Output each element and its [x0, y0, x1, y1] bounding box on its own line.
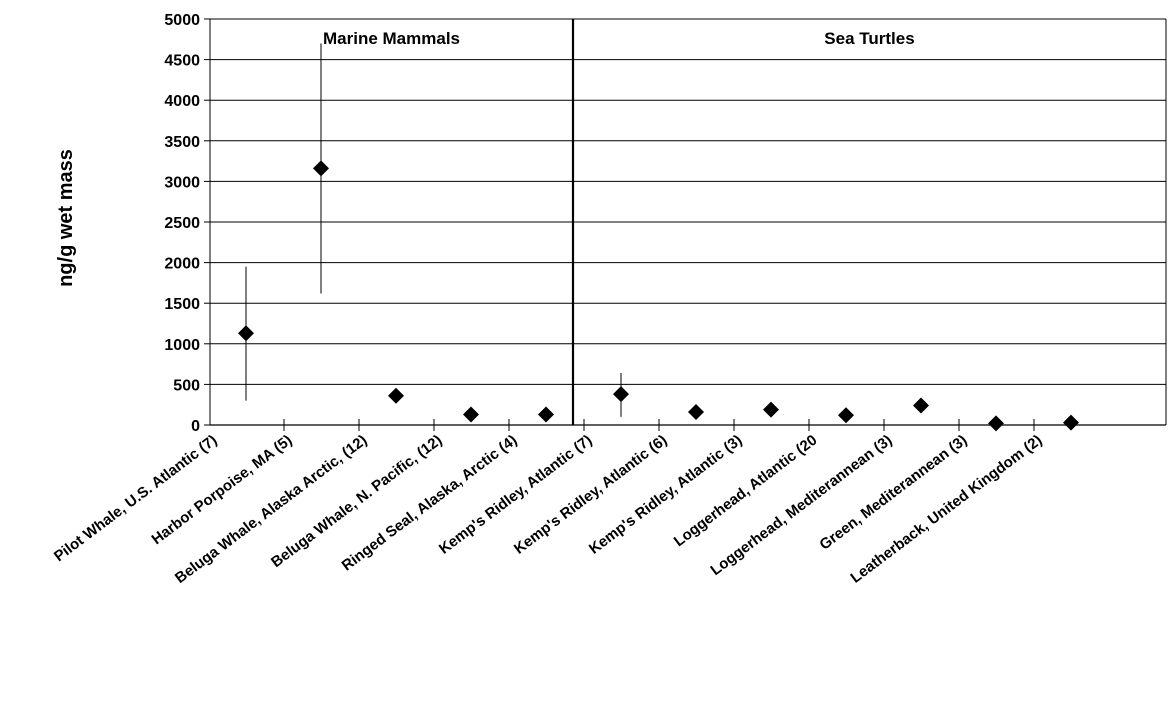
data-point: [1063, 414, 1079, 431]
category-label: Loggerhead, Atlantic (20: [671, 432, 821, 551]
axis-layer: [204, 18, 1167, 431]
data-point: [688, 404, 704, 421]
data-point: [538, 406, 554, 423]
data-point: [988, 415, 1004, 432]
y-tick-label: 3000: [164, 174, 200, 191]
y-tick-label: 4500: [164, 53, 200, 70]
y-tick-label: 1500: [164, 296, 200, 313]
y-tick-label: 2500: [164, 215, 200, 232]
y-axis-label: ng/g wet mass: [55, 149, 77, 287]
data-point-layer: [238, 160, 1079, 432]
category-label: Kemp's Ridley, Atlantic (7): [436, 432, 596, 558]
data-point: [913, 397, 929, 414]
data-point: [763, 401, 779, 418]
data-point: [388, 387, 404, 404]
category-label: Kemp's Ridley, Atlantic (3): [586, 432, 746, 558]
y-tick-label: 4000: [164, 93, 200, 110]
error-bar-layer: [245, 43, 622, 417]
category-label: Harbor Porpoise, MA (5): [148, 432, 295, 549]
category-label: Kemp's Ridley, Atlantic (6): [511, 432, 671, 558]
grid-layer: [210, 18, 1166, 385]
data-point: [313, 160, 329, 177]
y-tick-label: 5000: [164, 12, 200, 29]
data-point: [838, 407, 854, 424]
y-tick-label: 2000: [164, 256, 200, 273]
y-tick-label: 3500: [164, 134, 200, 151]
data-point: [613, 386, 629, 403]
y-tick-label: 0: [191, 418, 200, 435]
category-label: Green, Mediterannean (3): [816, 432, 970, 554]
y-tick-label: 500: [173, 377, 200, 394]
y-tick-label: 1000: [164, 337, 200, 354]
group-label: Sea Turtles: [824, 29, 914, 48]
label-layer: 0 500 1000 1500 2000 2500 3000 3500 4000 4500 5000…: [51, 12, 1046, 587]
data-point: [238, 325, 254, 342]
data-point: [463, 406, 479, 423]
group-label: Marine Mammals: [323, 29, 460, 48]
